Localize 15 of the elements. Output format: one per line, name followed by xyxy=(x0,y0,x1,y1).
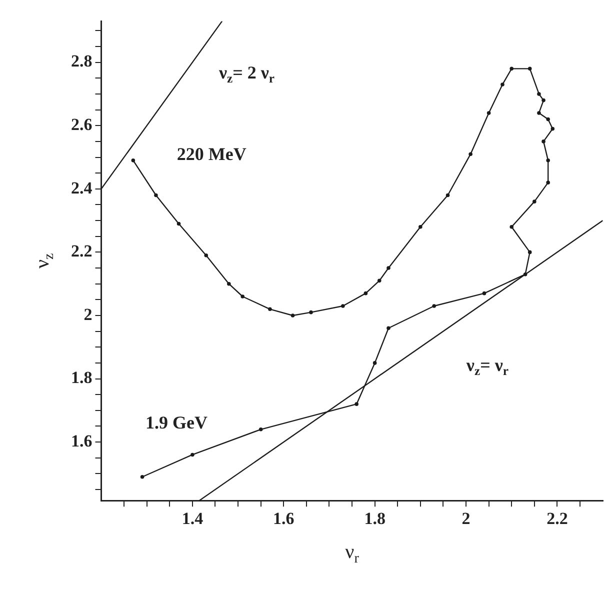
annotation: 1.9 GeV xyxy=(145,412,208,433)
y-tick-label: 2.6 xyxy=(71,115,92,134)
y-tick-label: 2.8 xyxy=(71,52,92,71)
y-axis-title: νz xyxy=(32,253,57,269)
y-tick-label: 2.4 xyxy=(71,178,93,198)
y-tick-label: 2 xyxy=(84,304,92,324)
y-tick-label: 2.2 xyxy=(71,242,92,261)
y-tick-label: 1.6 xyxy=(71,431,92,450)
x-tick-label: 1.8 xyxy=(364,509,386,528)
x-tick-label: 1.6 xyxy=(273,509,294,528)
x-tick-label: 2.2 xyxy=(546,509,568,528)
x-tick-label: 2 xyxy=(462,509,470,528)
y-tick-label: 1.8 xyxy=(71,368,92,388)
annotation: 220 MeV xyxy=(176,144,246,164)
x-tick-label: 1.4 xyxy=(182,509,204,528)
